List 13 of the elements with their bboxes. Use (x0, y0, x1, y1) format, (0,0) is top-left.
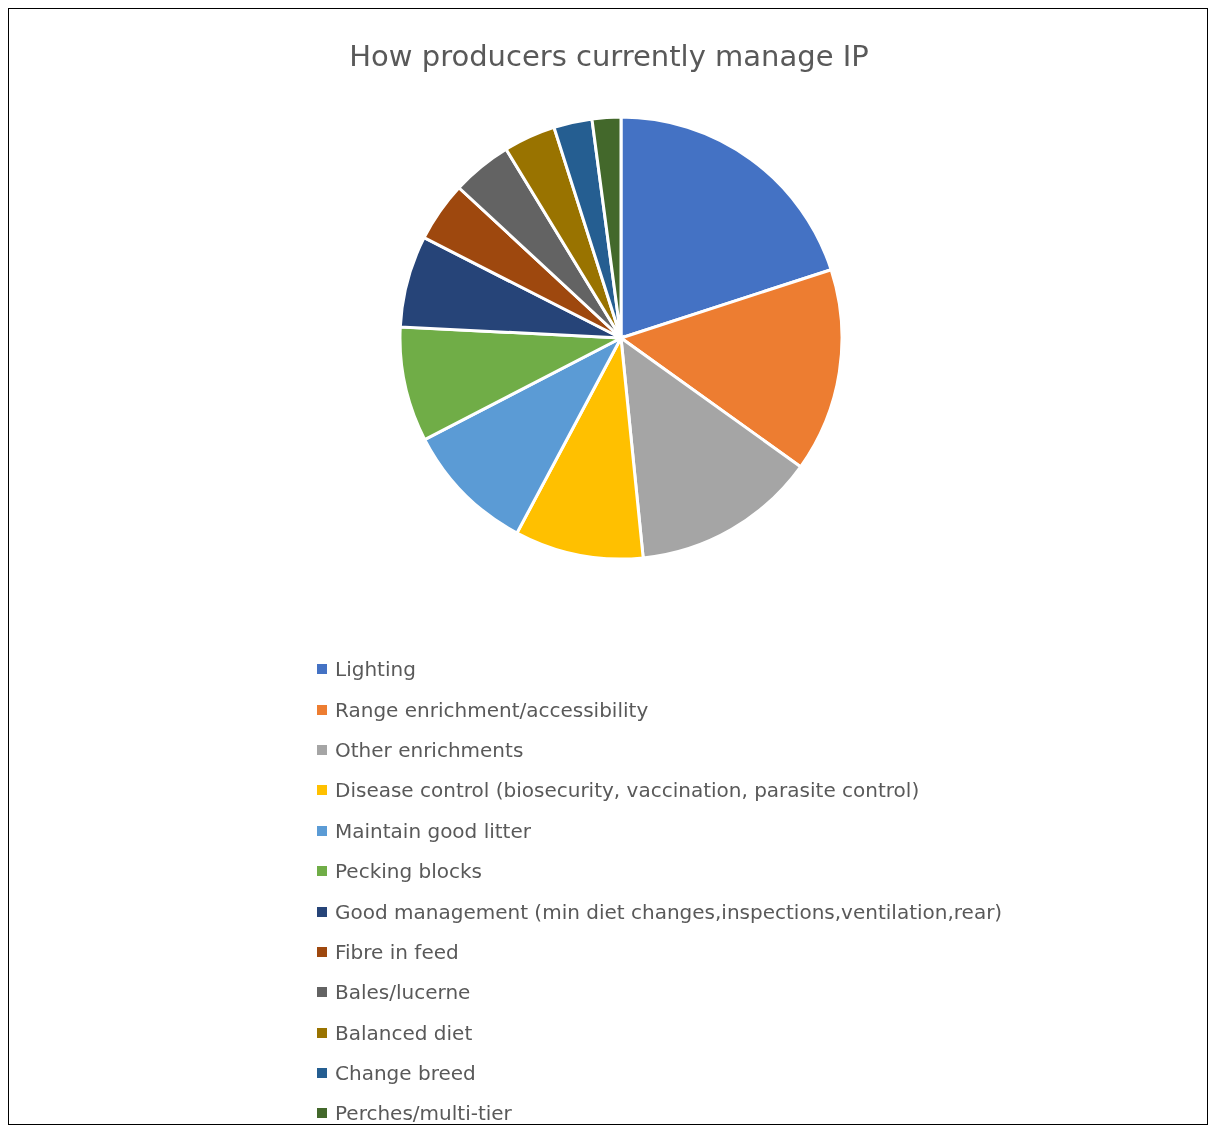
legend-label: Disease control (biosecurity, vaccination, parasite control) (335, 778, 920, 803)
legend-label: Bales/lucerne (335, 980, 471, 1005)
legend-label: Range enrichment/accessibility (335, 697, 649, 722)
legend-label: Maintain good litter (335, 818, 531, 843)
legend-label: Fibre in feed (335, 939, 459, 964)
legend-label: Other enrichments (335, 737, 524, 762)
legend-label: Change breed (335, 1061, 476, 1086)
legend-label: Balanced diet (335, 1020, 473, 1045)
legend-label: Good management (min diet changes,inspections,ventilation,rear) (335, 899, 1003, 924)
legend-label: Pecking blocks (335, 859, 483, 884)
legend-label: Lighting (335, 657, 416, 682)
chart-title: How producers currently manage IP (348, 39, 870, 73)
legend-label: Perches/multi-tier (335, 1101, 512, 1126)
